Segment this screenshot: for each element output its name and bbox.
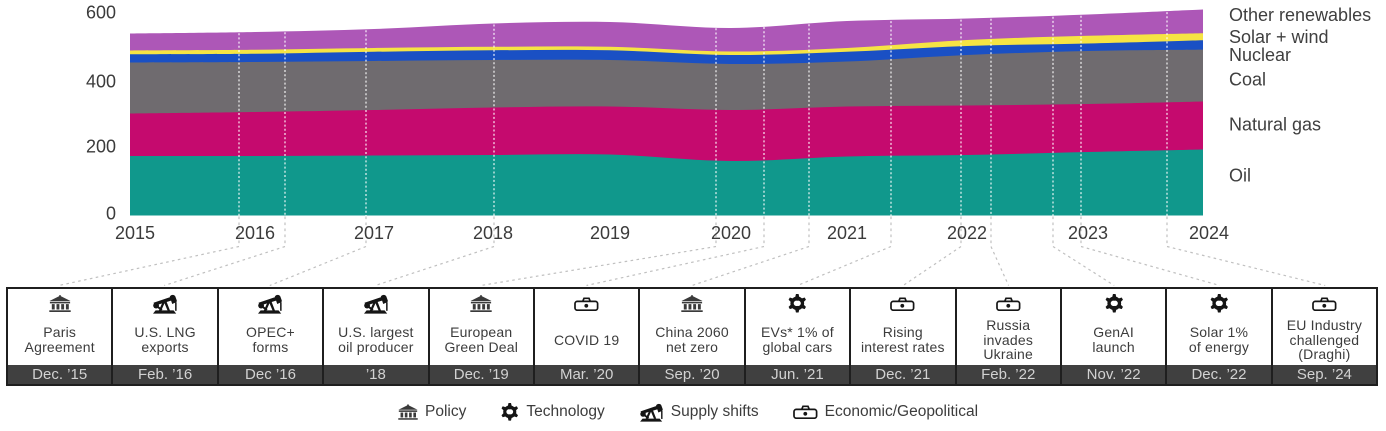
- svg-text:Solar + wind: Solar + wind: [1229, 27, 1329, 47]
- svg-text:Oil: Oil: [1229, 166, 1251, 186]
- svg-text:2023: 2023: [1068, 223, 1108, 243]
- svg-text:2019: 2019: [590, 223, 630, 243]
- svg-text:Natural gas: Natural gas: [1229, 115, 1321, 135]
- svg-text:2018: 2018: [473, 223, 513, 243]
- svg-text:Coal: Coal: [1229, 70, 1266, 90]
- svg-text:2024: 2024: [1189, 223, 1229, 243]
- svg-text:2022: 2022: [947, 223, 987, 243]
- svg-text:Other renewables: Other renewables: [1229, 5, 1371, 25]
- svg-text:400: 400: [86, 72, 116, 92]
- svg-text:2016: 2016: [235, 223, 275, 243]
- svg-text:0: 0: [106, 204, 116, 224]
- svg-text:600: 600: [86, 3, 116, 23]
- svg-text:2021: 2021: [827, 223, 867, 243]
- svg-text:200: 200: [86, 137, 116, 157]
- svg-text:2017: 2017: [354, 223, 394, 243]
- svg-text:2015: 2015: [115, 223, 155, 243]
- svg-text:2020: 2020: [711, 223, 751, 243]
- svg-text:Nuclear: Nuclear: [1229, 45, 1291, 65]
